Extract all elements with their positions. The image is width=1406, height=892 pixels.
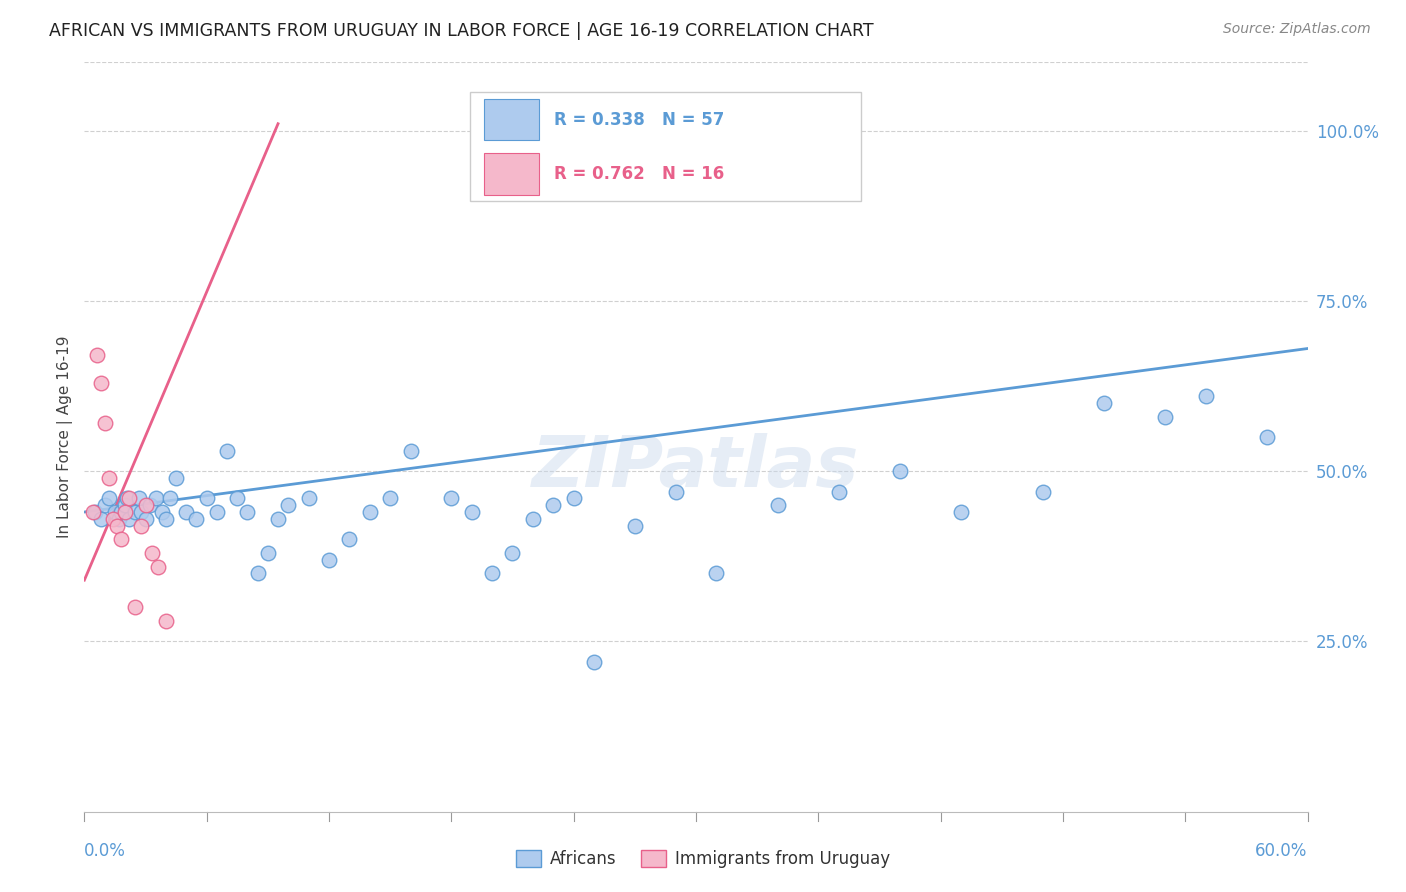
Point [246, 566, 269, 581]
Point [1092, 396, 1115, 410]
Text: R = 0.338   N = 57: R = 0.338 N = 57 [554, 111, 724, 128]
FancyBboxPatch shape [484, 99, 540, 140]
Point [118, 491, 141, 506]
Point [104, 505, 127, 519]
Point [110, 505, 132, 519]
Point [1195, 389, 1218, 403]
Point [165, 471, 187, 485]
Point [101, 512, 124, 526]
Point [131, 505, 153, 519]
Point [83, 505, 105, 519]
Point [141, 546, 163, 560]
Point [195, 491, 218, 506]
Point [110, 533, 132, 547]
Point [766, 498, 789, 512]
Point [86, 348, 108, 362]
Point [583, 655, 606, 669]
Point [318, 552, 340, 566]
Point [624, 518, 647, 533]
Point [97, 471, 120, 485]
Point [277, 498, 299, 512]
Point [118, 512, 141, 526]
Point [461, 505, 484, 519]
Point [205, 505, 228, 519]
Point [146, 559, 169, 574]
Point [217, 443, 239, 458]
Point [665, 484, 688, 499]
Point [562, 491, 585, 506]
Point [380, 491, 402, 506]
Point [267, 512, 290, 526]
Point [150, 505, 173, 519]
Point [502, 546, 524, 560]
Point [257, 546, 280, 560]
Point [186, 512, 208, 526]
Point [828, 484, 851, 499]
Point [138, 498, 160, 512]
Point [440, 491, 463, 506]
Point [1256, 430, 1278, 444]
Text: Source: ZipAtlas.com: Source: ZipAtlas.com [1223, 22, 1371, 37]
Point [108, 512, 131, 526]
Text: 60.0%: 60.0% [1256, 842, 1308, 860]
Point [543, 498, 565, 512]
Point [706, 566, 728, 581]
Point [135, 512, 157, 526]
Point [93, 417, 115, 431]
Point [889, 464, 911, 478]
Point [481, 566, 503, 581]
Point [298, 491, 321, 506]
Point [90, 512, 112, 526]
Text: AFRICAN VS IMMIGRANTS FROM URUGUAY IN LABOR FORCE | AGE 16-19 CORRELATION CHART: AFRICAN VS IMMIGRANTS FROM URUGUAY IN LA… [49, 22, 875, 40]
Point [97, 491, 120, 506]
Point [359, 505, 381, 519]
Text: R = 0.762   N = 16: R = 0.762 N = 16 [554, 165, 724, 183]
Point [399, 443, 422, 458]
FancyBboxPatch shape [470, 93, 860, 201]
Point [159, 491, 181, 506]
Point [155, 614, 177, 628]
Text: ZIPatlas: ZIPatlas [533, 433, 859, 501]
Point [114, 498, 136, 512]
Point [522, 512, 544, 526]
Legend: Africans, Immigrants from Uruguay: Africans, Immigrants from Uruguay [509, 843, 897, 875]
Point [128, 491, 150, 506]
Point [339, 533, 361, 547]
Point [93, 498, 115, 512]
Point [131, 518, 153, 533]
Point [236, 505, 259, 519]
Point [155, 512, 177, 526]
FancyBboxPatch shape [484, 153, 540, 194]
Point [145, 491, 167, 506]
Text: 0.0%: 0.0% [84, 842, 127, 860]
Point [115, 491, 138, 506]
Point [135, 498, 157, 512]
Y-axis label: In Labor Force | Age 16-19: In Labor Force | Age 16-19 [58, 335, 73, 539]
Point [82, 505, 104, 519]
Point [174, 505, 197, 519]
Point [1032, 484, 1054, 499]
Point [124, 600, 146, 615]
Point [1154, 409, 1177, 424]
Point [950, 505, 973, 519]
Point [114, 505, 136, 519]
Point [124, 505, 146, 519]
Point [90, 376, 112, 390]
Point [226, 491, 249, 506]
Point [105, 518, 128, 533]
